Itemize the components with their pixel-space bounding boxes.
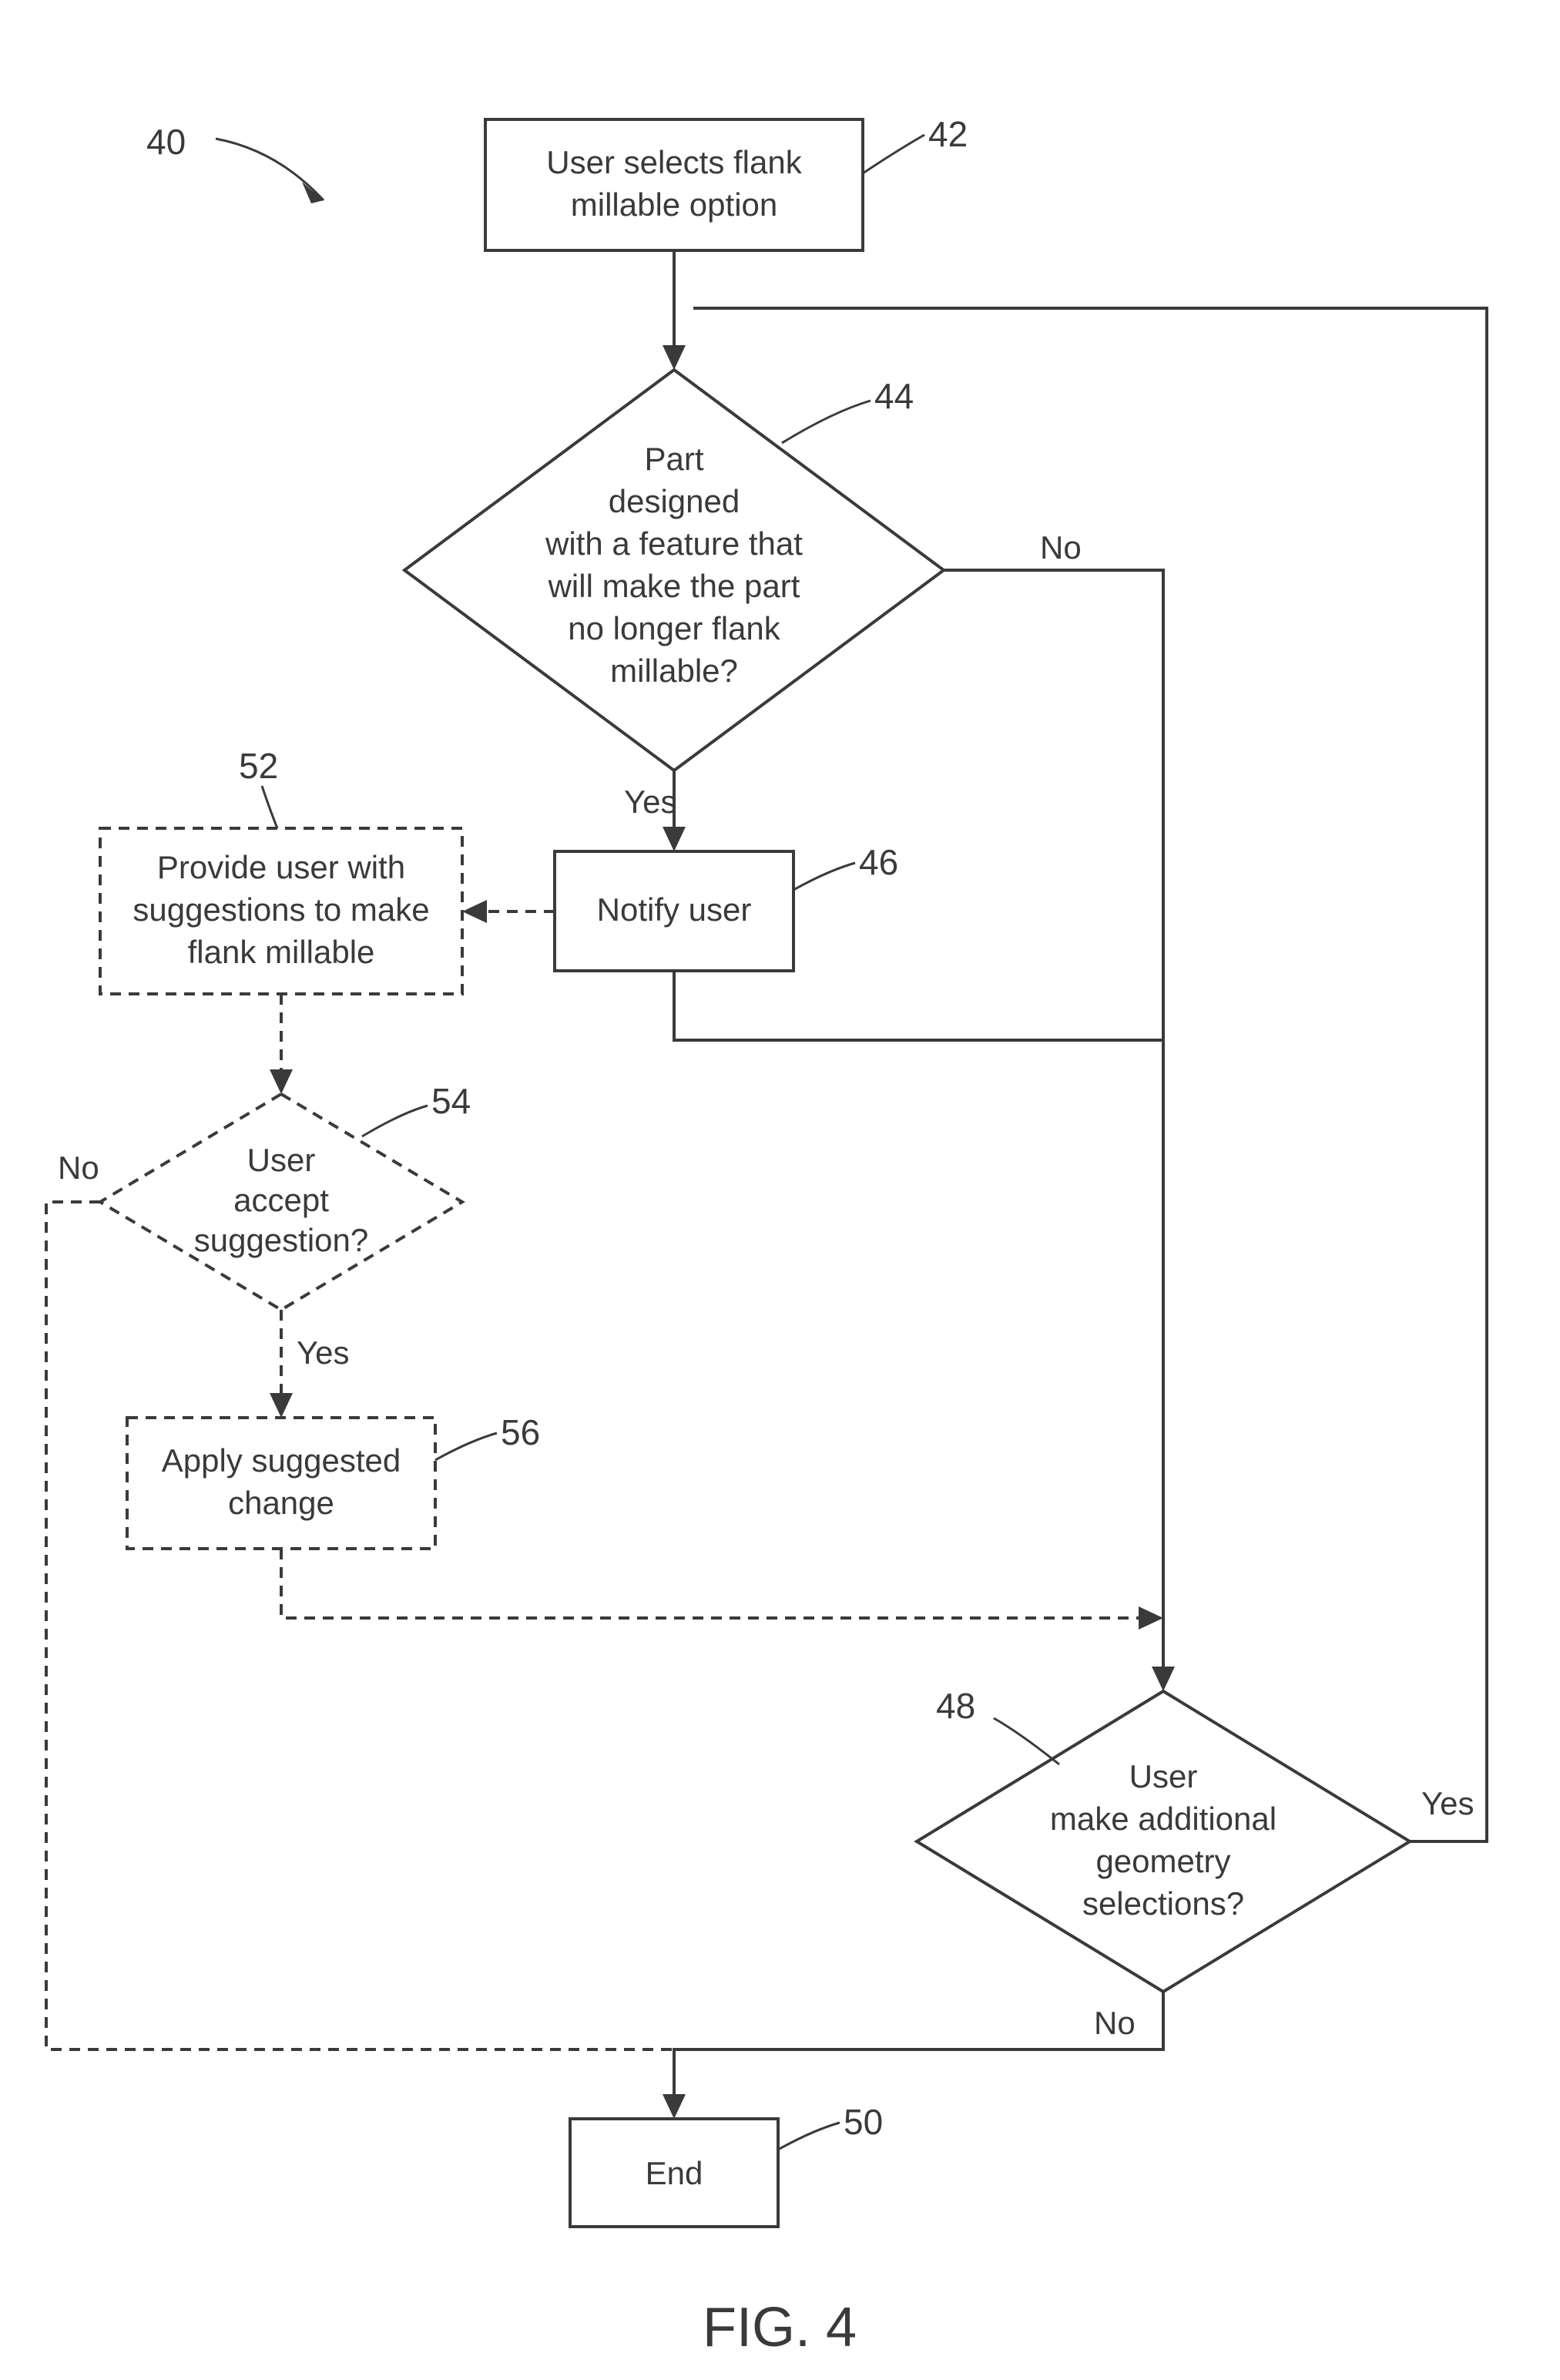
- edge-44-48-no: No: [944, 529, 1175, 1691]
- ref-46: 46: [793, 842, 898, 890]
- edge-48-yes: Yes: [693, 308, 1487, 1841]
- node-44-line6: millable?: [610, 653, 738, 689]
- ref-40-text: 40: [146, 122, 186, 162]
- node-54-line2: accept: [233, 1182, 329, 1218]
- ref-42-text: 42: [928, 114, 968, 154]
- node-52-line3: flank millable: [188, 934, 375, 970]
- node-44: Part designed with a feature that will m…: [404, 370, 944, 770]
- figure-caption: FIG. 4: [703, 2297, 857, 2358]
- node-48-line2: make additional: [1050, 1801, 1277, 1837]
- node-44-line4: will make the part: [548, 568, 800, 604]
- node-54-line1: User: [247, 1142, 316, 1178]
- node-48-line1: User: [1129, 1758, 1198, 1794]
- label-48-yes: Yes: [1421, 1785, 1474, 1821]
- ref-42: 42: [863, 114, 968, 173]
- label-54-no: No: [58, 1150, 99, 1186]
- node-56-line1: Apply suggested: [162, 1442, 401, 1479]
- edge-46-down: [674, 971, 1163, 1040]
- ref-54-text: 54: [431, 1081, 471, 1121]
- edge-56-48: [281, 1549, 1163, 1630]
- node-54: User accept suggestion?: [100, 1094, 462, 1310]
- label-54-yes: Yes: [297, 1334, 350, 1371]
- ref-44: 44: [782, 376, 914, 443]
- node-50-line1: End: [646, 2155, 703, 2191]
- label-44-no: No: [1040, 529, 1082, 566]
- edge-42-44: [663, 250, 686, 370]
- edge-54-no: No: [46, 1150, 674, 2049]
- ref-54: 54: [362, 1081, 471, 1136]
- edge-52-54: [270, 994, 293, 1094]
- node-52: Provide user with suggestions to make fl…: [100, 828, 462, 994]
- node-54-line3: suggestion?: [194, 1222, 369, 1258]
- ref-50: 50: [778, 2102, 883, 2150]
- node-48-line4: selections?: [1082, 1885, 1244, 1922]
- node-48: User make additional geometry selections…: [917, 1691, 1410, 1992]
- ref-52-text: 52: [239, 746, 278, 786]
- edge-48-50-no: No: [663, 1992, 1163, 2119]
- node-50: End: [570, 2119, 778, 2227]
- node-46-line1: Notify user: [597, 891, 752, 928]
- edge-46-52-dashed: [462, 900, 555, 923]
- ref-52: 52: [239, 746, 278, 828]
- node-44-line5: no longer flank: [568, 610, 781, 646]
- flowchart-figure: 40 User selects flank millable option 42…: [0, 0, 1560, 2380]
- node-48-line3: geometry: [1095, 1843, 1230, 1879]
- ref-48: 48: [936, 1686, 1059, 1764]
- label-44-yes: Yes: [624, 784, 677, 820]
- ref-40: 40: [146, 122, 324, 203]
- ref-56: 56: [435, 1412, 540, 1460]
- node-42: User selects flank millable option: [485, 119, 863, 250]
- label-48-no: No: [1094, 2005, 1136, 2041]
- edge-54-56-yes: Yes: [270, 1310, 350, 1418]
- ref-50-text: 50: [844, 2102, 883, 2142]
- node-46: Notify user: [555, 851, 793, 971]
- ref-44-text: 44: [874, 376, 914, 416]
- node-52-line2: suggestions to make: [133, 891, 429, 928]
- node-52-line1: Provide user with: [157, 849, 405, 885]
- node-44-line2: designed: [609, 483, 740, 519]
- ref-46-text: 46: [859, 842, 898, 882]
- node-44-line3: with a feature that: [545, 525, 803, 562]
- ref-48-text: 48: [936, 1686, 975, 1726]
- edge-44-46-yes: Yes: [624, 770, 686, 851]
- node-42-line2: millable option: [571, 186, 778, 223]
- node-56: Apply suggested change: [127, 1418, 435, 1549]
- node-56-line2: change: [228, 1485, 334, 1521]
- ref-56-text: 56: [501, 1412, 540, 1452]
- node-42-line1: User selects flank: [546, 144, 802, 180]
- node-44-line1: Part: [644, 441, 703, 477]
